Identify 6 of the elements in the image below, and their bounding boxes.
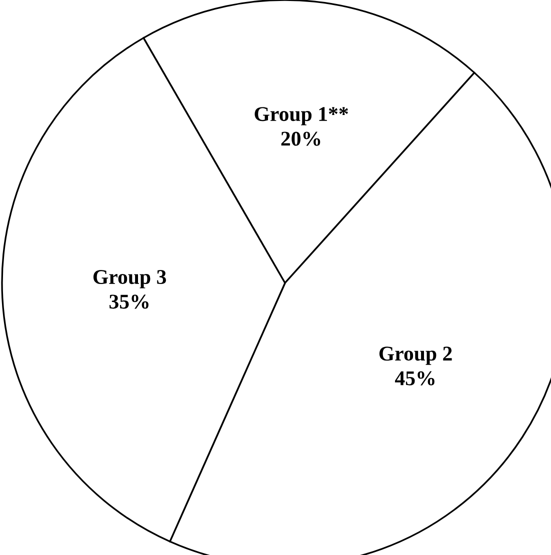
data-label: 20%: [281, 132, 320, 146]
slice-label: Group 1**: [254, 107, 348, 126]
slice-label: Group 2: [379, 346, 452, 365]
data-label: 35%: [110, 294, 148, 309]
slice-label: Group 3: [93, 270, 166, 288]
data-label: 45%: [394, 371, 434, 386]
